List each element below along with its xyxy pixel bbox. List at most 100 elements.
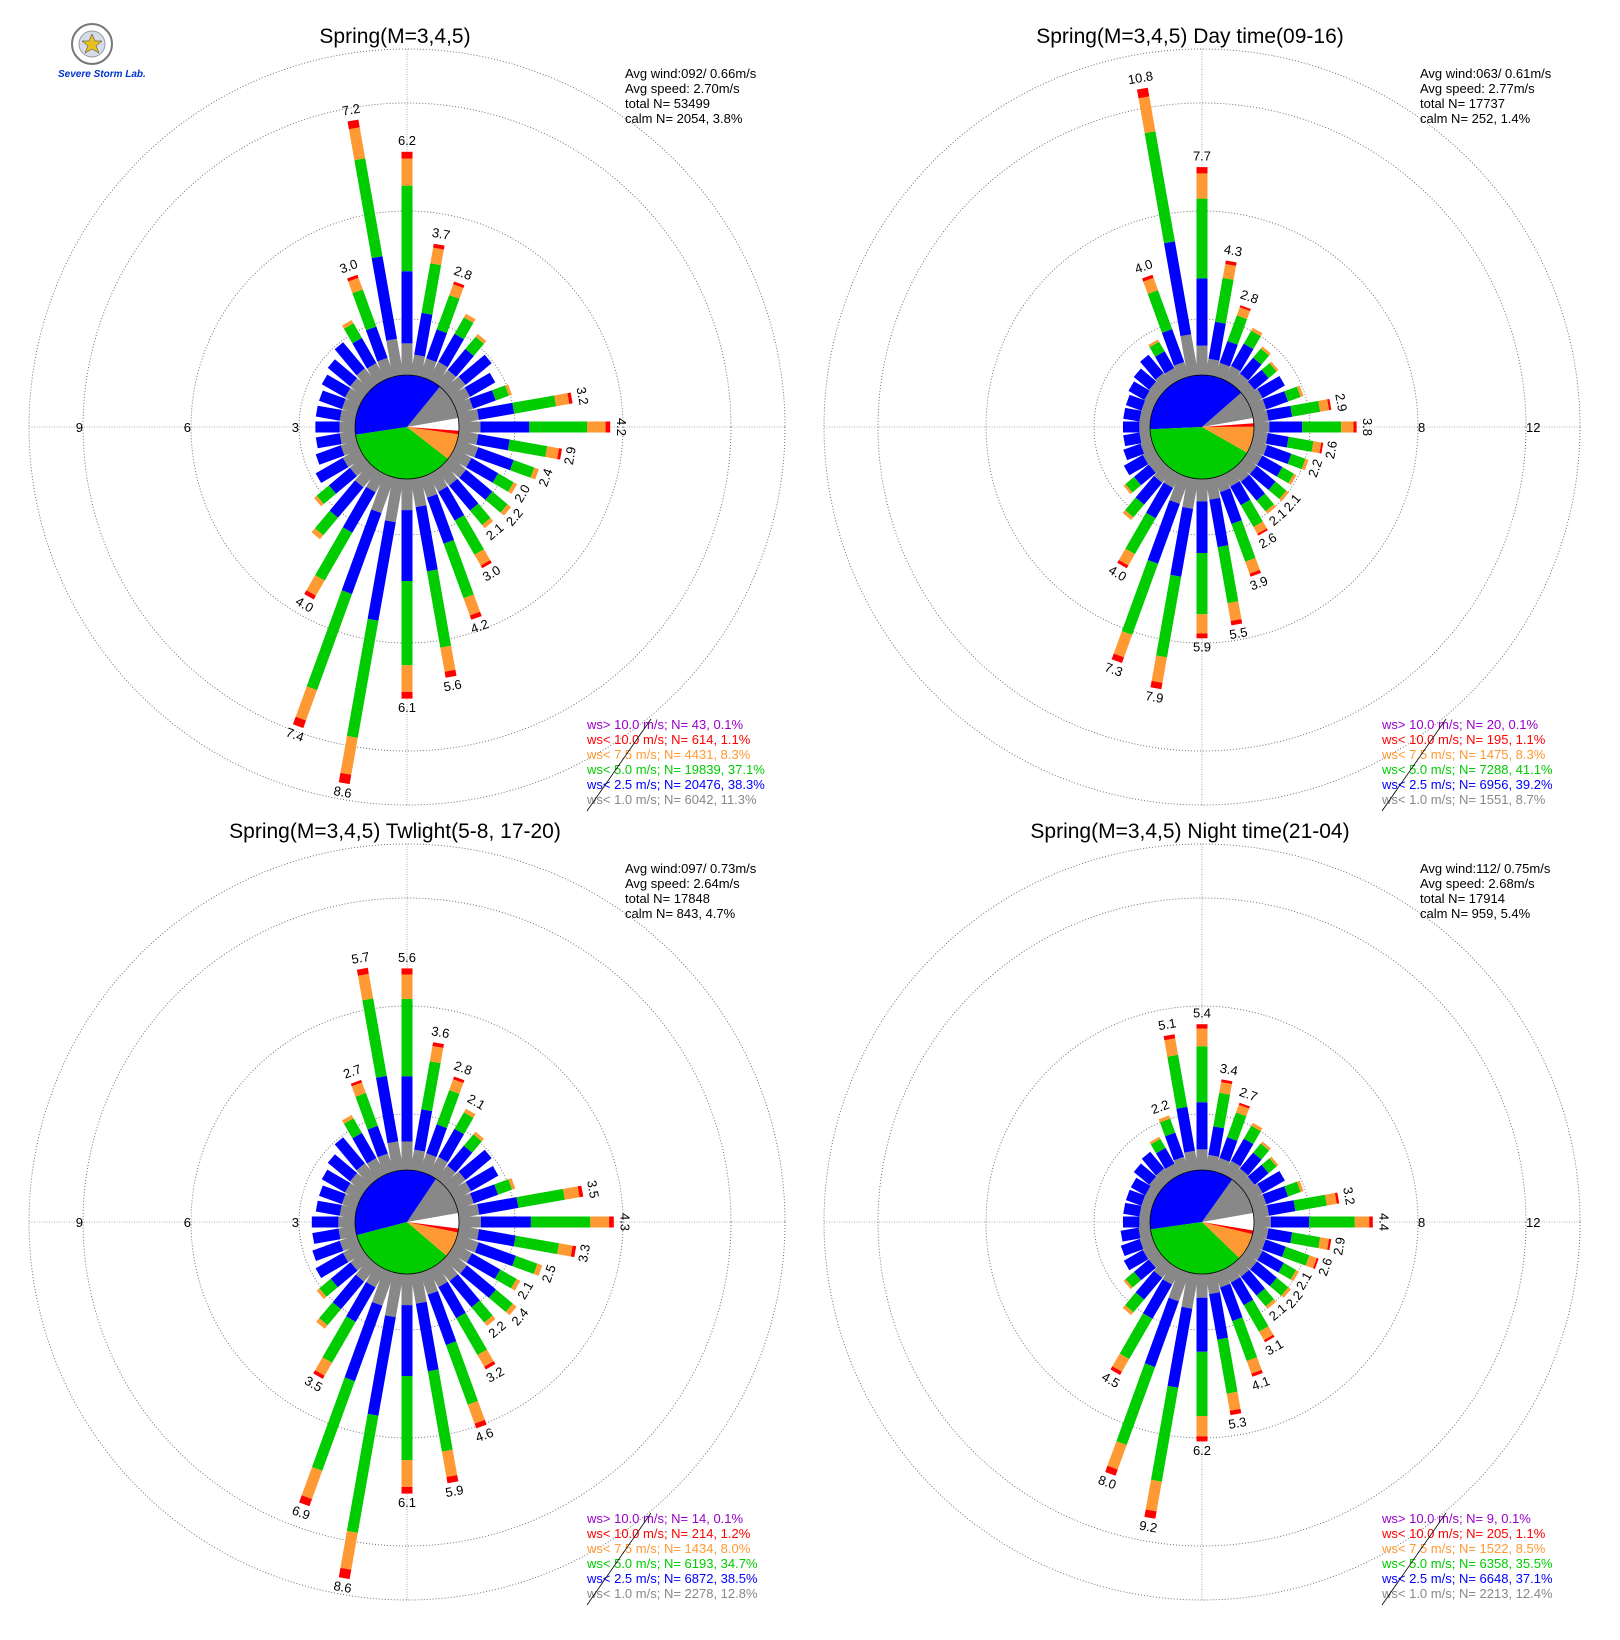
bar-seg-160-lt25: [426, 494, 454, 544]
bar-seg-130-lt75: [1281, 1287, 1291, 1298]
bar-seg-240-lt25: [315, 457, 349, 483]
stats-line-1: Avg wind:112/ 0.75m/s: [1420, 861, 1551, 876]
bar-label-190: 8.6: [332, 1578, 352, 1596]
bar-seg-150-lt25: [438, 486, 465, 521]
stats-line-3: total N= 17737: [1420, 96, 1505, 111]
legend-row-lt75: ws< 7.5 m/s; N= 4431, 8.3%: [586, 747, 751, 762]
legend-row-lt10c: ws< 1.0 m/s; N= 2278, 12.8%: [586, 1586, 758, 1601]
panel-title: Spring(M=3,4,5) Day time(09-16): [1036, 25, 1344, 48]
bar-seg-10-lt75: [1222, 264, 1236, 280]
ring-9: [82, 897, 732, 1547]
bar-seg-90-lt75: [587, 421, 606, 433]
bar-seg-20-lt50: [436, 295, 460, 334]
bar-label-160: 4.6: [473, 1425, 495, 1445]
bar-seg-100-lt50: [1290, 1232, 1321, 1249]
bar-seg-20-lt25: [1219, 341, 1238, 367]
bar-label-160: 4.2: [468, 616, 490, 636]
bar-seg-120-lt10c: [449, 1243, 473, 1263]
bar-seg-200-lt10c: [372, 1269, 395, 1306]
bar-label-200: 7.4: [284, 724, 306, 744]
bar-seg-160-lt50: [445, 1341, 478, 1405]
bar-seg-140-lt10c: [1231, 463, 1250, 482]
bar-seg-230-lt10c: [349, 456, 371, 477]
bar-seg-250-lt25: [315, 445, 345, 465]
bar-seg-150-lt10: [1263, 1334, 1275, 1343]
bar-seg-160-lt10c: [1214, 1269, 1231, 1288]
bar-seg-170-lt10c: [410, 477, 427, 508]
bar-seg-40-lt25: [1239, 357, 1262, 381]
bar-seg-230-lt50: [1125, 1271, 1141, 1288]
bar-seg-320-lt25: [1140, 354, 1164, 380]
pie-slice-lt25: [1149, 1169, 1233, 1230]
legend-row-lt50: ws< 5.0 m/s; N= 19839, 37.1%: [586, 762, 765, 777]
legend-overlay-line: [1381, 718, 1447, 812]
bar-seg-140-lt25: [449, 1274, 480, 1308]
bar-seg-100-lt25: [1266, 1228, 1293, 1244]
bar-seg-340-lt25: [365, 326, 388, 362]
bar-seg-100-lt10c: [457, 430, 479, 445]
bar-seg-210-lt50: [315, 527, 353, 581]
ring-outer: [823, 48, 1581, 806]
legend-row-lt50: ws< 5.0 m/s; N= 7288, 41.1%: [1381, 762, 1553, 777]
bar-seg-330-lt75: [1148, 339, 1160, 348]
bar-seg-160-lt10: [469, 611, 482, 620]
bar-seg-330-lt75: [342, 320, 354, 329]
logo-text: Severe Storm Lab.: [58, 69, 146, 80]
bar-label-340: 4.0: [1132, 256, 1154, 276]
bar-seg-10-lt25: [414, 1109, 433, 1152]
bar-seg-170-lt75: [1227, 601, 1242, 621]
pie-slice-lt10c: [407, 1178, 459, 1222]
bar-seg-190-lt75: [340, 1531, 358, 1570]
bar-label-30: 2.1: [465, 1091, 488, 1113]
bar-seg-100-lt75: [1318, 1237, 1330, 1250]
bar-seg-140-lt50: [470, 503, 491, 525]
bar-seg-330-lt25: [352, 337, 377, 369]
bar-seg-340-lt10: [347, 274, 359, 282]
bar-seg-170-lt25: [415, 1301, 439, 1372]
bar-seg-0-lt50: [1196, 198, 1208, 279]
stats-line-4: calm N= 252, 1.4%: [1420, 111, 1531, 126]
bar-seg-300-lt10c: [344, 388, 365, 406]
bar-seg-330-lt50: [343, 323, 362, 344]
bar-seg-30-lt10c: [1223, 1160, 1241, 1180]
bar-seg-30-lt75: [1251, 327, 1263, 337]
bar-seg-70-lt75: [505, 384, 512, 396]
legend-overlay-line: [586, 718, 652, 812]
bar-seg-50-lt50: [1261, 363, 1277, 379]
bar-seg-110-lt10: [1313, 1257, 1319, 1269]
pie-outline: [354, 1169, 460, 1275]
bar-label-90: 4.4: [1376, 1213, 1391, 1231]
bar-seg-100-lt75: [545, 446, 559, 460]
bar-seg-70-lt75: [508, 1178, 516, 1190]
bar-label-110: 2.4: [535, 466, 555, 488]
bar-seg-180-lt50: [401, 581, 413, 666]
windrose-panel-4: 48125.43.42.73.24.42.92.62.12.22.13.14.1…: [823, 820, 1581, 1606]
legend-row-lt10c: ws< 1.0 m/s; N= 1551, 8.7%: [1381, 792, 1546, 807]
bar-label-20: 2.8: [1238, 287, 1260, 307]
legend-row-lt10: ws< 10.0 m/s; N= 614, 1.1%: [586, 732, 751, 747]
bar-seg-190-lt50: [346, 1413, 379, 1533]
bar-seg-50-lt10c: [443, 376, 466, 398]
bar-seg-220-lt10c: [355, 463, 378, 488]
bar-seg-60-lt10c: [1244, 388, 1263, 406]
bar-seg-20-lt10: [1238, 1102, 1250, 1109]
bar-label-180: 6.2: [1193, 1443, 1211, 1458]
bar-seg-140-lt10c: [1231, 1258, 1250, 1277]
bar-seg-70-lt75: [1296, 1180, 1304, 1192]
bar-seg-150-lt75: [1253, 521, 1267, 534]
bar-label-100: 2.9: [1330, 1236, 1348, 1256]
bar-label-90: 4.2: [614, 418, 629, 436]
bar-seg-350-lt75: [1138, 96, 1156, 134]
bar-seg-110-lt75: [533, 1263, 543, 1276]
bar-seg-110-lt75: [1305, 1255, 1317, 1269]
bar-seg-170-lt75: [441, 1449, 458, 1477]
bar-seg-300-lt25: [321, 1169, 351, 1193]
bar-seg-240-lt10c: [1142, 448, 1160, 465]
bar-seg-200-lt75: [1107, 1441, 1127, 1470]
bar-seg-120-lt50: [1278, 1262, 1297, 1280]
bar-seg-350-lt50: [1144, 131, 1175, 244]
bar-seg-350-lt50: [362, 998, 387, 1078]
bar-seg-170-lt10: [446, 1475, 459, 1484]
bar-seg-50-lt75: [1269, 361, 1279, 372]
bar-seg-0-lt75: [401, 158, 413, 186]
